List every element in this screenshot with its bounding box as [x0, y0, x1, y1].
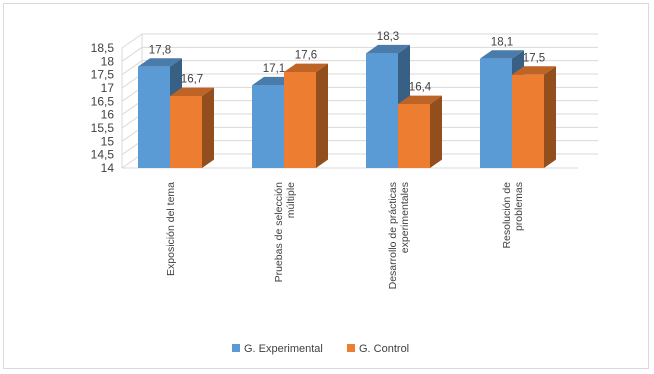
data-label: 17,8 [149, 44, 171, 56]
bar-front [512, 74, 544, 168]
bar-top [512, 66, 556, 75]
bar-front [398, 104, 430, 168]
data-label: 16,7 [181, 74, 203, 86]
category-label: Resolución de [501, 182, 513, 249]
category-label: múltiple [285, 182, 297, 218]
bar-top [138, 58, 182, 67]
data-label: 18,3 [377, 31, 399, 43]
bar-control [284, 63, 328, 168]
y-tick-label: 16,5 [91, 94, 115, 108]
bar-front [252, 85, 284, 168]
bar-front [284, 72, 316, 168]
gridline-side [121, 46, 143, 62]
data-label: 17,6 [295, 50, 317, 62]
bar-front [138, 66, 170, 168]
category-label: experimentales [399, 182, 411, 253]
data-label: 16,4 [409, 82, 432, 94]
category-label: Exposición del tema [165, 182, 177, 276]
category-label: Desarrollo de prácticas [387, 182, 399, 289]
data-label: 17,1 [263, 63, 285, 75]
bar-top [170, 87, 214, 96]
y-tick-label: 14,5 [91, 148, 115, 162]
gridline-side [121, 60, 143, 76]
bar-side [202, 87, 214, 168]
category-label: Pruebas de selección [273, 182, 285, 283]
bar-side [316, 63, 328, 168]
bar-front [366, 53, 398, 169]
y-tick-label: 18 [101, 54, 115, 68]
y-tick-label: 17 [101, 81, 115, 95]
legend-label: G. Control [359, 343, 409, 355]
data-labels: 17,8 16,7 17,1 17,6 18,3 16,4 18,1 17,5 [149, 31, 545, 94]
gridline-side [121, 33, 143, 49]
y-tick-label: 18,5 [91, 41, 115, 55]
bar-top [480, 50, 524, 59]
bar-top [398, 95, 442, 104]
y-tick-label: 16 [101, 108, 115, 122]
category-label: problemas [513, 182, 525, 231]
legend: G. Experimental G. Control [232, 343, 409, 355]
bar-control [512, 66, 556, 168]
y-tick-label: 15,5 [91, 121, 115, 135]
data-label: 17,5 [523, 52, 545, 64]
bar-top [284, 63, 328, 72]
bar-front [480, 58, 512, 168]
y-tick-label: 15 [101, 134, 115, 148]
bar-control [170, 87, 214, 168]
x-axis-categories: Exposición del tema Pruebas de selección m… [165, 182, 525, 290]
bar-front [170, 96, 202, 168]
y-tick-label: 14 [101, 161, 115, 175]
bar-control [398, 95, 442, 168]
bar-side [544, 66, 556, 168]
legend-label: G. Experimental [244, 343, 323, 355]
bar-side [430, 95, 442, 168]
legend-swatch [232, 344, 240, 352]
y-tick-label: 17,5 [91, 68, 115, 82]
data-label: 18,1 [491, 36, 513, 48]
legend-swatch [347, 344, 355, 352]
bar-top [366, 44, 410, 54]
bars [138, 44, 556, 169]
